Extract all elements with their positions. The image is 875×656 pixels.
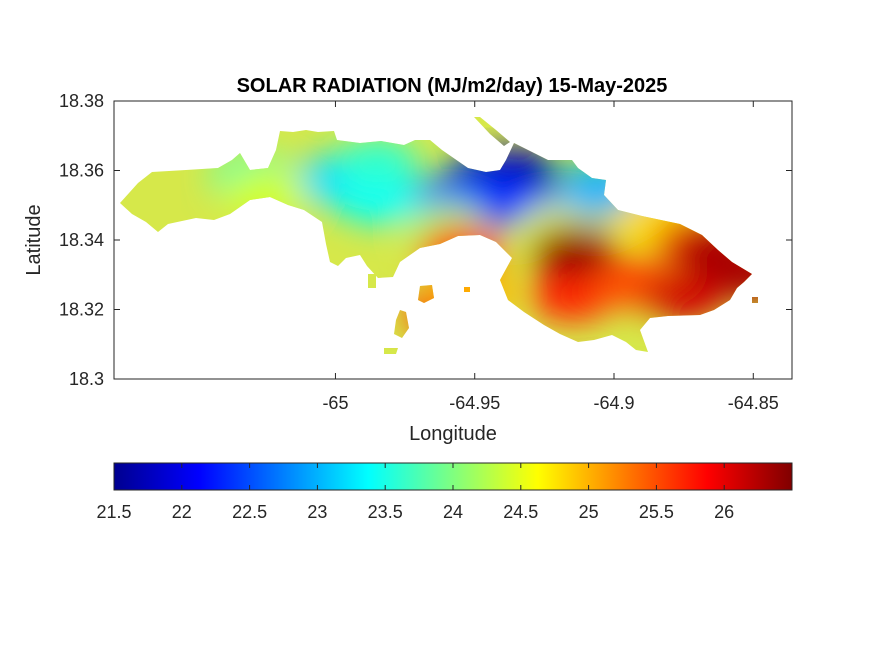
y-axis-ticks: 18.3 18.32 18.34 18.36 18.38	[59, 91, 792, 389]
y-tick-label: 18.34	[59, 230, 104, 250]
x-axis-ticks: -65 -64.95 -64.9 -64.85	[322, 101, 779, 413]
y-tick-label: 18.32	[59, 300, 104, 320]
field-region-22	[530, 224, 615, 277]
y-tick-label: 18.3	[69, 369, 104, 389]
field-region-11	[223, 168, 308, 221]
colorbar-tick-label: 23	[307, 502, 327, 522]
x-tick-label: -65	[322, 393, 348, 413]
chart-title: SOLAR RADIATION (MJ/m2/day) 15-May-2025	[237, 75, 668, 97]
colorbar-tick-label: 21.5	[96, 502, 131, 522]
colorbar-tick-label: 26	[714, 502, 734, 522]
y-axis-label: Latitude	[23, 204, 45, 275]
colorbar-tick-label: 24	[443, 502, 463, 522]
field-region-21	[711, 248, 758, 301]
field-region-15	[418, 224, 503, 277]
colorbar-tick-label: 23.5	[368, 502, 403, 522]
field-region-23	[404, 287, 489, 339]
field-region-24	[432, 266, 517, 319]
radiation-field	[120, 117, 758, 354]
field-region-5	[558, 161, 643, 214]
x-tick-label: -64.95	[449, 393, 500, 413]
colorbar-ticks: 21.5 22 22.5 23 23.5 24 24.5 25 25.5 26	[96, 463, 734, 522]
colorbar-tick-label: 22	[172, 502, 192, 522]
y-tick-label: 18.36	[59, 161, 104, 181]
colorbar-tick-label: 25.5	[639, 502, 674, 522]
x-axis-label: Longitude	[409, 423, 497, 445]
colorbar-tick-label: 25	[579, 502, 599, 522]
field-region-19	[641, 269, 726, 322]
field-region-8	[335, 137, 420, 190]
colorbar-tick-label: 24.5	[503, 502, 538, 522]
x-tick-label: -64.9	[593, 393, 634, 413]
colorbar-tick-label: 22.5	[232, 502, 267, 522]
x-tick-label: -64.85	[728, 393, 779, 413]
y-tick-label: 18.38	[59, 91, 104, 111]
